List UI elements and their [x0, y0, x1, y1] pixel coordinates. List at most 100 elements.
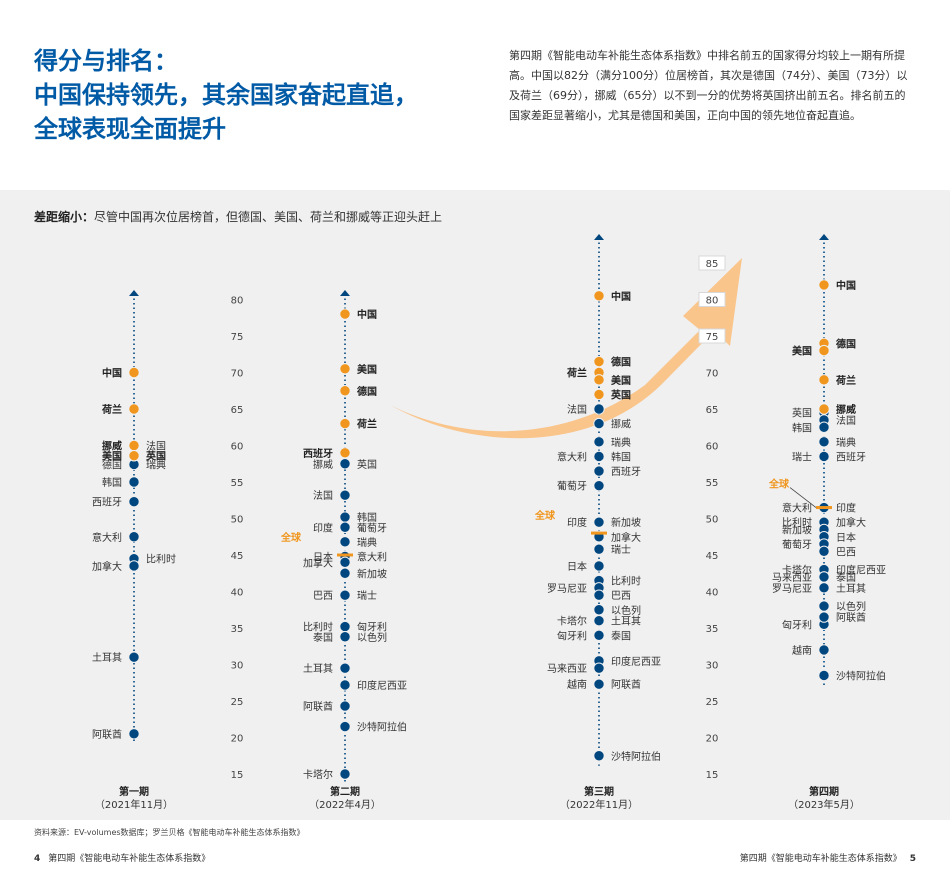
point-label: 以色列 [357, 631, 387, 644]
point-label: 挪威 [611, 418, 631, 431]
point-label: 瑞典 [611, 436, 631, 449]
tick-label-left: 45 [231, 551, 244, 562]
tick-label-left: 55 [231, 478, 244, 489]
chart-subtitle: 差距缩小：尽管中国再次位居榜首，但德国、美国、荷兰和挪威等正迎头赶上 [34, 207, 444, 227]
point-label: 韩国 [102, 476, 122, 489]
data-point [593, 662, 605, 674]
footer-left: 4 第四期《智能电动车补能生态体系指数》 [34, 851, 210, 864]
page-number-left: 4 [34, 854, 41, 864]
point-label: 瑞典 [146, 458, 166, 471]
tick-box [698, 255, 726, 271]
point-label: 意大利 [782, 502, 812, 515]
intro-paragraph: 第四期《智能电动车补能生态体系指数》中排名前五的国家得分均较上一期有所提高。中国… [509, 49, 908, 122]
point-label: 中国 [611, 290, 631, 303]
data-point [128, 450, 140, 462]
point-label: 西班牙 [303, 447, 333, 460]
footer-right-text: 第四期《智能电动车补能生态体系指数》 [739, 854, 902, 864]
data-point [593, 543, 605, 555]
point-label: 阿联酋 [303, 700, 333, 713]
point-label: 荷兰 [101, 403, 122, 416]
data-point [339, 556, 351, 568]
point-label: 西班牙 [836, 451, 866, 463]
data-point [593, 750, 605, 762]
data-point [593, 615, 605, 627]
tick-label-left: 65 [231, 405, 244, 416]
period-name: 第三期 [584, 785, 614, 798]
data-point [128, 531, 140, 543]
point-label: 西班牙 [92, 497, 122, 509]
footer-left-text: 第四期《智能电动车补能生态体系指数》 [48, 854, 211, 864]
point-label: 德国 [356, 385, 377, 398]
point-label: 中国 [836, 279, 856, 292]
data-point [339, 700, 351, 712]
subtitle-bold: 差距缩小： [34, 210, 95, 224]
data-point [128, 403, 140, 415]
data-point [339, 536, 351, 548]
data-point [818, 421, 830, 433]
point-label: 比利时 [782, 517, 812, 529]
tick-label-left: 15 [231, 770, 244, 781]
global-leader-line [789, 487, 817, 508]
data-point [593, 560, 605, 572]
subtitle-text: 尽管中国再次位居榜首，但德国、美国、荷兰和挪威等正迎头赶上 [94, 210, 443, 224]
point-label: 挪威 [102, 440, 122, 453]
title-line-1: 得分与排名： [34, 47, 178, 75]
point-label: 日本 [313, 550, 333, 563]
data-point [593, 450, 605, 463]
point-label: 巴西 [313, 590, 333, 602]
data-point [339, 679, 351, 691]
point-label: 匈牙利 [782, 618, 812, 631]
data-point [128, 728, 140, 740]
data-point [339, 567, 351, 579]
axis-arrowhead [594, 234, 604, 240]
point-label: 巴西 [836, 546, 856, 558]
source-note: 资料来源：EV-volumes数据库；罗兰贝格《智能电动车补能生态体系指数》 [34, 828, 305, 837]
period-name: 第二期 [330, 785, 360, 798]
tick-label-right: 25 [706, 697, 719, 708]
data-point [593, 604, 605, 616]
point-label: 挪威 [836, 403, 856, 416]
title-line-2: 中国保持领先，其余国家奋起直追， [34, 81, 418, 109]
tick-label-left: 60 [231, 442, 244, 453]
point-label: 法国 [313, 489, 333, 502]
tick-label-right: 40 [706, 588, 719, 599]
data-point [593, 629, 605, 641]
tick-box [698, 292, 726, 307]
point-label: 罗马尼亚 [547, 583, 587, 595]
chart-panel [0, 190, 950, 820]
data-point [818, 545, 830, 558]
point-label: 葡萄牙 [782, 538, 812, 551]
point-label: 瑞典 [836, 436, 856, 449]
tick-label-left: 40 [231, 588, 244, 599]
title-line-3: 全球表现全面提升 [34, 115, 226, 143]
tick-label-right: 80 [706, 296, 719, 307]
point-label: 美国 [792, 345, 812, 358]
point-label: 阿联酋 [836, 611, 866, 624]
footer-right: 第四期《智能电动车补能生态体系指数》 5 [740, 851, 916, 864]
tick-label-right: 50 [706, 515, 719, 526]
point-label: 葡萄牙 [357, 521, 387, 534]
data-point [818, 436, 830, 448]
axis-arrowhead [819, 234, 829, 240]
page-number-right: 5 [909, 854, 916, 864]
data-point [128, 366, 140, 379]
point-label: 匈牙利 [557, 629, 587, 642]
tick-label-left: 75 [231, 332, 244, 343]
point-label: 荷兰 [566, 367, 587, 380]
point-label: 卡塔尔 [782, 564, 812, 577]
point-label: 土耳其 [836, 582, 866, 595]
point-label: 卡塔尔 [557, 615, 587, 628]
data-point [339, 720, 351, 733]
data-point [128, 476, 140, 488]
data-point [818, 344, 830, 357]
axis-arrowhead [129, 290, 139, 296]
tick-label-left: 30 [231, 661, 244, 672]
point-label: 瑞典 [357, 536, 377, 549]
point-label: 泰国 [836, 571, 856, 584]
data-point [593, 290, 605, 302]
tick-label-right: 70 [706, 369, 719, 380]
point-label: 越南 [567, 678, 587, 691]
tick-label-right: 15 [706, 770, 719, 781]
point-label: 美国 [611, 374, 631, 387]
data-point [593, 465, 605, 477]
